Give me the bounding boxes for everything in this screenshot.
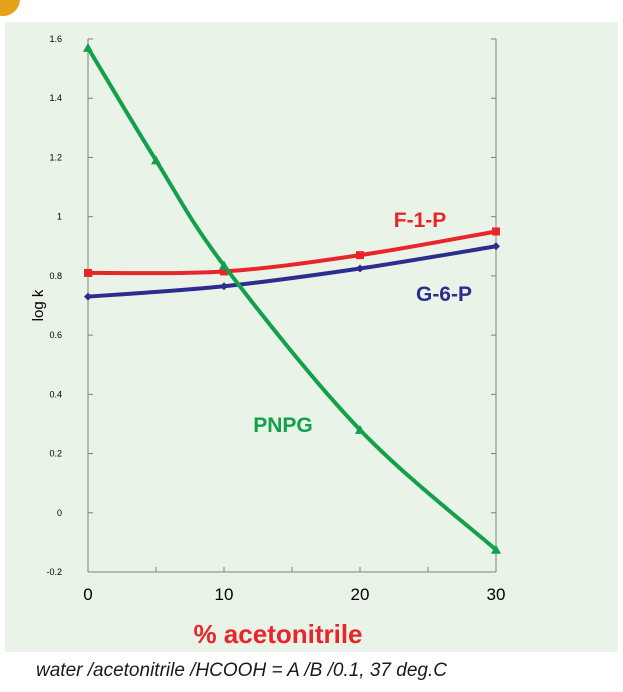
x-tick-label: 20 xyxy=(351,585,370,604)
chart-labels: log k % acetonitrile F-1-P G-6-P PNPG xyxy=(30,209,472,649)
chart-caption: water /acetonitrile /HCOOH = A /B /0.1, … xyxy=(36,660,447,681)
y-tick-label: -0.2 xyxy=(46,567,62,577)
y-tick-label: 0.4 xyxy=(49,389,62,399)
y-tick-label: 1.6 xyxy=(49,34,62,44)
data-point-f-1-p xyxy=(492,227,500,236)
y-tick-label: 1.4 xyxy=(49,93,62,103)
data-point-pnpg xyxy=(219,260,229,270)
y-tick-label: 0 xyxy=(57,508,62,518)
data-point-f-1-p xyxy=(84,268,92,277)
data-point-g-6-p xyxy=(492,242,500,251)
x-tick-label: 10 xyxy=(215,585,234,604)
series-line-pnpg xyxy=(86,45,498,552)
data-point-f-1-p xyxy=(356,251,364,260)
series-label-pnpg: PNPG xyxy=(253,414,313,437)
chart-ticks: -0.2 0 0.2 0.4 0.6 0.8 1 1.2 1.4 1.6 0 10 20 30 xyxy=(46,34,505,604)
y-tick-label: 0.6 xyxy=(49,330,62,340)
series-label-f-1-p: F-1-P xyxy=(394,209,447,232)
y-tick-label: 1.2 xyxy=(49,152,62,162)
y-tick-label: 0.2 xyxy=(49,449,62,459)
data-point-pnpg xyxy=(355,424,365,434)
data-point-pnpg xyxy=(491,544,501,554)
data-point-g-6-p xyxy=(84,292,92,301)
x-tick-label: 0 xyxy=(83,585,92,604)
series-label-g-6-p: G-6-P xyxy=(416,283,472,306)
data-point-pnpg xyxy=(83,42,93,52)
x-axis-title: % acetonitrile xyxy=(193,619,362,649)
y-tick-label: 0.8 xyxy=(49,271,62,281)
series-line-g-6-p xyxy=(86,244,498,299)
chart-series xyxy=(83,42,501,554)
y-axis-title: log k xyxy=(30,289,47,321)
series-line-f-1-p xyxy=(86,229,498,276)
data-point-pnpg xyxy=(151,155,161,165)
data-point-g-6-p xyxy=(356,264,364,273)
y-tick-label: 1 xyxy=(57,212,62,222)
data-point-f-1-p xyxy=(220,267,228,276)
data-point-g-6-p xyxy=(220,282,228,291)
x-tick-label: 30 xyxy=(487,585,506,604)
slide-header xyxy=(0,0,623,22)
chart-panel xyxy=(5,22,618,652)
